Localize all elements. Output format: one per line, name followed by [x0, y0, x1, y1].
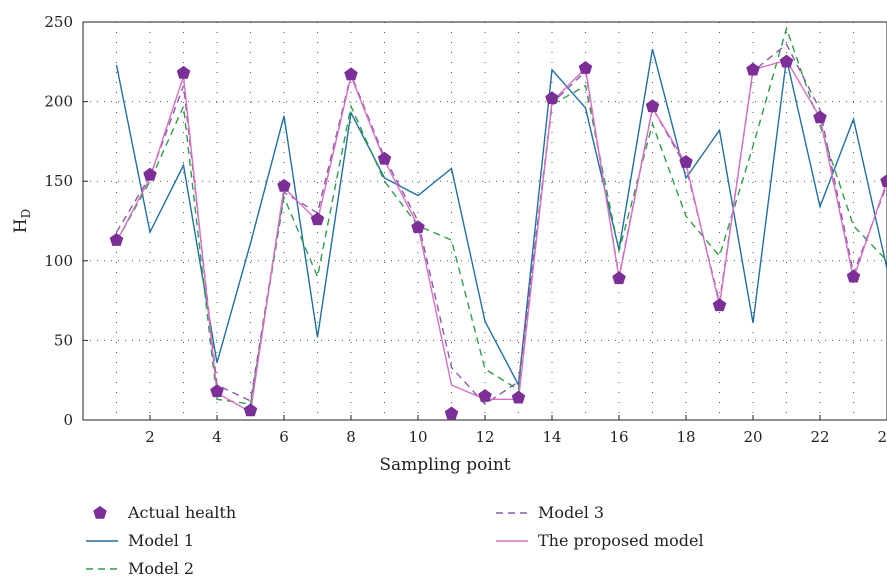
data-point-actual-health [679, 154, 693, 168]
legend-item: Model 3 [496, 503, 604, 522]
x-tick-label: 6 [279, 428, 289, 446]
x-axis-title: Sampling point [379, 455, 510, 475]
data-point-actual-health [176, 65, 191, 79]
series-line-model-3 [115, 43, 887, 405]
data-point-actual-health [411, 220, 425, 234]
series-line-the-proposed-model [115, 59, 887, 414]
series-group [115, 26, 887, 414]
x-tick-label: 22 [810, 428, 829, 446]
y-tick-label: 150 [44, 172, 73, 190]
legend-item: Model 1 [86, 531, 194, 550]
data-point-actual-health [210, 384, 224, 398]
y-axis-title-subscript: D [19, 209, 33, 219]
data-point-actual-health [243, 403, 258, 417]
legend-label: Model 3 [538, 503, 604, 522]
data-point-actual-health [779, 54, 794, 68]
y-axis-title-main: H [11, 218, 31, 233]
data-point-actual-health [277, 178, 291, 192]
x-tick-label: 12 [475, 428, 494, 446]
data-point-actual-health [310, 212, 325, 226]
x-tick-label: 16 [609, 428, 628, 446]
y-tick-label: 200 [44, 93, 73, 111]
data-point-actual-health [344, 67, 358, 81]
legend-item: Actual health [93, 503, 236, 522]
data-point-actual-health [712, 298, 727, 312]
data-point-actual-health [109, 232, 124, 246]
legend-label: The proposed model [538, 531, 704, 550]
data-point-actual-health [444, 406, 459, 420]
x-tick-label: 20 [743, 428, 762, 446]
data-point-actual-health [578, 61, 593, 74]
data-point-actual-health [612, 271, 626, 285]
y-axis-title: HD [11, 209, 33, 233]
grid-lines [83, 22, 887, 420]
x-tick-label: 14 [542, 428, 561, 446]
data-point-actual-health [545, 91, 559, 105]
axis-ticks: 24681012141618202224050100150200250 [44, 13, 887, 446]
y-tick-label: 0 [63, 411, 73, 429]
legend-label: Model 2 [128, 559, 194, 578]
data-point-actual-health [746, 62, 760, 76]
series-line-model-1 [115, 48, 887, 388]
data-point-actual-health [645, 99, 660, 113]
data-point-actual-health [813, 110, 827, 124]
legend-item: The proposed model [496, 531, 704, 550]
data-point-actual-health [880, 174, 887, 187]
data-point-actual-health [846, 269, 861, 283]
y-tick-label: 100 [44, 252, 73, 270]
data-point-actual-health [511, 390, 526, 404]
legend-label: Actual health [127, 503, 236, 522]
series-line-model-2 [115, 26, 887, 405]
x-tick-label: 4 [212, 428, 222, 446]
y-tick-label: 50 [54, 331, 73, 349]
y-tick-label: 250 [44, 13, 73, 31]
x-tick-label: 2 [145, 428, 155, 446]
x-tick-label: 8 [346, 428, 356, 446]
legend: Actual health Model 1 Model 2 Model 3 The pr… [86, 503, 704, 578]
data-point-actual-health [143, 167, 157, 181]
marker-group [109, 54, 887, 420]
data-point-actual-health [377, 151, 392, 165]
x-tick-label: 10 [408, 428, 427, 446]
legend-label: Model 1 [128, 531, 194, 550]
x-tick-label: 24 [877, 428, 887, 446]
legend-swatch [93, 505, 107, 519]
x-tick-label: 18 [676, 428, 695, 446]
legend-item: Model 2 [86, 559, 194, 578]
data-point-actual-health [478, 389, 492, 402]
